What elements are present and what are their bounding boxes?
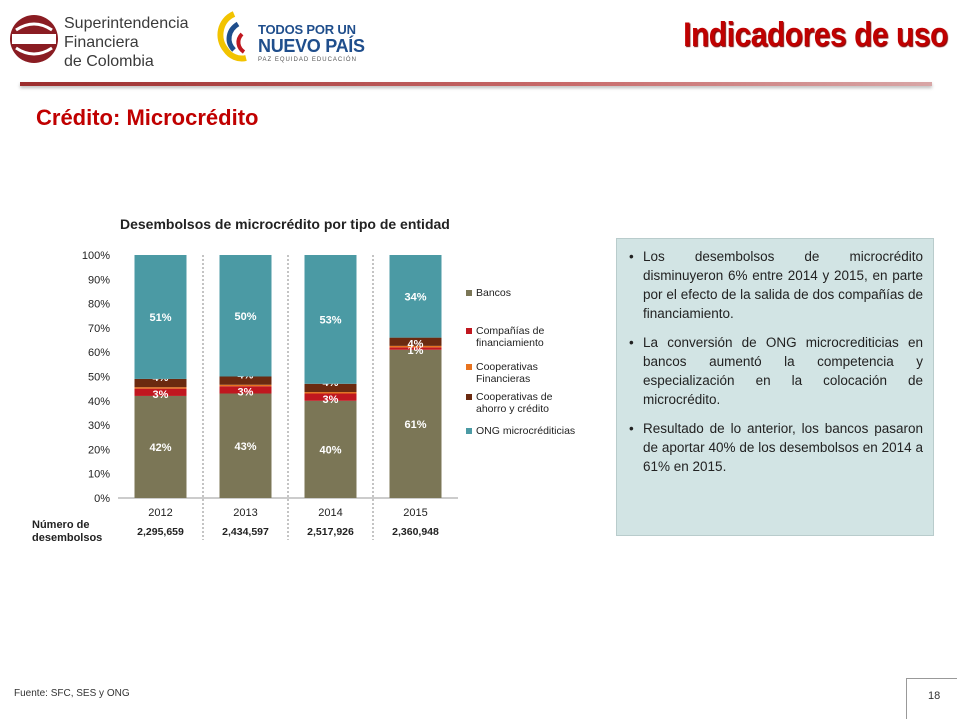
sfc-emblem-icon	[10, 15, 58, 63]
notes-panel: Los desembolsos de microcrédito disminuy…	[616, 238, 934, 536]
y-tick-label: 30%	[88, 420, 110, 432]
section-subtitle: Crédito: Microcrédito	[36, 105, 259, 130]
bar-segment	[219, 255, 272, 377]
bar-segment	[134, 388, 187, 396]
source-note: Fuente: SFC, SES y ONG	[14, 688, 130, 699]
y-tick-label: 70%	[88, 323, 110, 335]
bar-segment	[389, 255, 442, 338]
data-label: 51%	[149, 312, 171, 324]
legend-swatch	[466, 364, 472, 370]
data-label: 61%	[404, 419, 426, 431]
legend-label: Financieras	[476, 373, 530, 385]
desembolsos-row-label: desembolsos	[32, 532, 102, 544]
data-label: 3%	[323, 394, 339, 406]
stacked-bar-chart: 0% 10% 20% 30% 40% 50% 60% 70% 80% 90% 100% 42% 3% 4%…	[32, 250, 575, 544]
note-item: Resultado de lo anterior, los bancos pas…	[629, 419, 923, 476]
desembolsos-row-label: Número de	[32, 519, 89, 531]
data-label: 3%	[153, 389, 169, 401]
page-number-frame	[906, 678, 957, 719]
legend-label: Bancos	[476, 287, 511, 299]
tpn-line-3: PAZ EQUIDAD EDUCACIÓN	[258, 57, 357, 63]
x-tick-label: 2014	[318, 507, 342, 519]
sfc-logo: Superintendencia Financiera de Colombia	[6, 10, 189, 70]
sfc-logo-line-1: Superintendencia	[64, 15, 189, 32]
legend-swatch	[466, 290, 472, 296]
bar-segment	[304, 400, 357, 498]
bar-segment	[134, 395, 187, 498]
y-tick-label: 90%	[88, 274, 110, 286]
y-tick-label: 50%	[88, 372, 110, 384]
chart-title: Desembolsos de microcrédito por tipo de …	[120, 216, 450, 232]
page-number: 18	[928, 690, 941, 702]
bar-segment	[134, 378, 187, 388]
y-tick-label: 10%	[88, 469, 110, 481]
x-tick-label: 2012	[148, 507, 172, 519]
y-tick-label: 40%	[88, 396, 110, 408]
desembolsos-value: 2,434,597	[222, 526, 269, 538]
bar-segment	[304, 383, 357, 393]
desembolsos-value: 2,517,926	[307, 526, 354, 538]
bar-segment	[304, 393, 357, 401]
bar-segment	[219, 393, 272, 498]
data-label: 53%	[319, 314, 341, 326]
data-label: 1%	[408, 345, 424, 357]
desembolsos-value: 2,360,948	[392, 526, 439, 538]
bar-segment	[219, 384, 272, 387]
x-tick-label: 2015	[403, 507, 427, 519]
tpn-line-2: NUEVO PAÍS	[258, 36, 365, 56]
y-tick-label: 20%	[88, 444, 110, 456]
data-label: 4%	[408, 339, 424, 351]
bar-segment	[389, 349, 442, 498]
legend-label: Compañías de	[476, 325, 544, 337]
y-tick-label: 100%	[82, 250, 110, 262]
sfc-logo-line-3: de Colombia	[64, 53, 154, 70]
legend-swatch	[466, 394, 472, 400]
legend-swatch	[466, 428, 472, 434]
todos-por-un-nuevo-pais-logo: TODOS POR UN NUEVO PAÍS PAZ EQUIDAD EDUC…	[212, 10, 372, 72]
data-label: 50%	[234, 311, 256, 323]
bar-segment	[389, 347, 442, 350]
y-tick-label: 60%	[88, 347, 110, 359]
y-tick-label: 0%	[94, 493, 110, 505]
page-title: Indicadores de uso	[683, 16, 948, 54]
tpn-line-1: TODOS POR UN	[258, 22, 356, 37]
sfc-logo-line-2: Financiera	[64, 34, 139, 51]
note-item: Los desembolsos de microcrédito disminuy…	[629, 247, 923, 323]
bar-segment	[134, 387, 187, 389]
legend-label: ONG microcréditicias	[476, 425, 575, 437]
data-label: 40%	[319, 444, 341, 456]
data-label: 3%	[238, 387, 254, 399]
bar-segment	[304, 392, 357, 394]
header-divider	[20, 82, 932, 86]
bar-segment	[219, 386, 272, 394]
legend-label: Cooperativas de	[476, 391, 553, 403]
x-tick-label: 2013	[233, 507, 257, 519]
colombia-flag-swirl-icon	[217, 11, 247, 62]
data-label: 42%	[149, 442, 171, 454]
data-label: 34%	[404, 291, 426, 303]
y-tick-label: 80%	[88, 299, 110, 311]
data-label: 43%	[234, 441, 256, 453]
bar-segment	[389, 345, 442, 348]
bar-segment	[389, 337, 442, 346]
bar-segment	[304, 255, 357, 384]
note-item: La conversión de ONG microcrediticias en…	[629, 333, 923, 409]
desembolsos-value: 2,295,659	[137, 526, 184, 538]
legend-label: Cooperativas	[476, 361, 538, 373]
legend-swatch	[466, 328, 472, 334]
legend-label: financiamiento	[476, 337, 544, 349]
legend-label: ahorro y crédito	[476, 403, 549, 415]
bar-segment	[219, 376, 272, 385]
bar-segment	[134, 255, 187, 379]
